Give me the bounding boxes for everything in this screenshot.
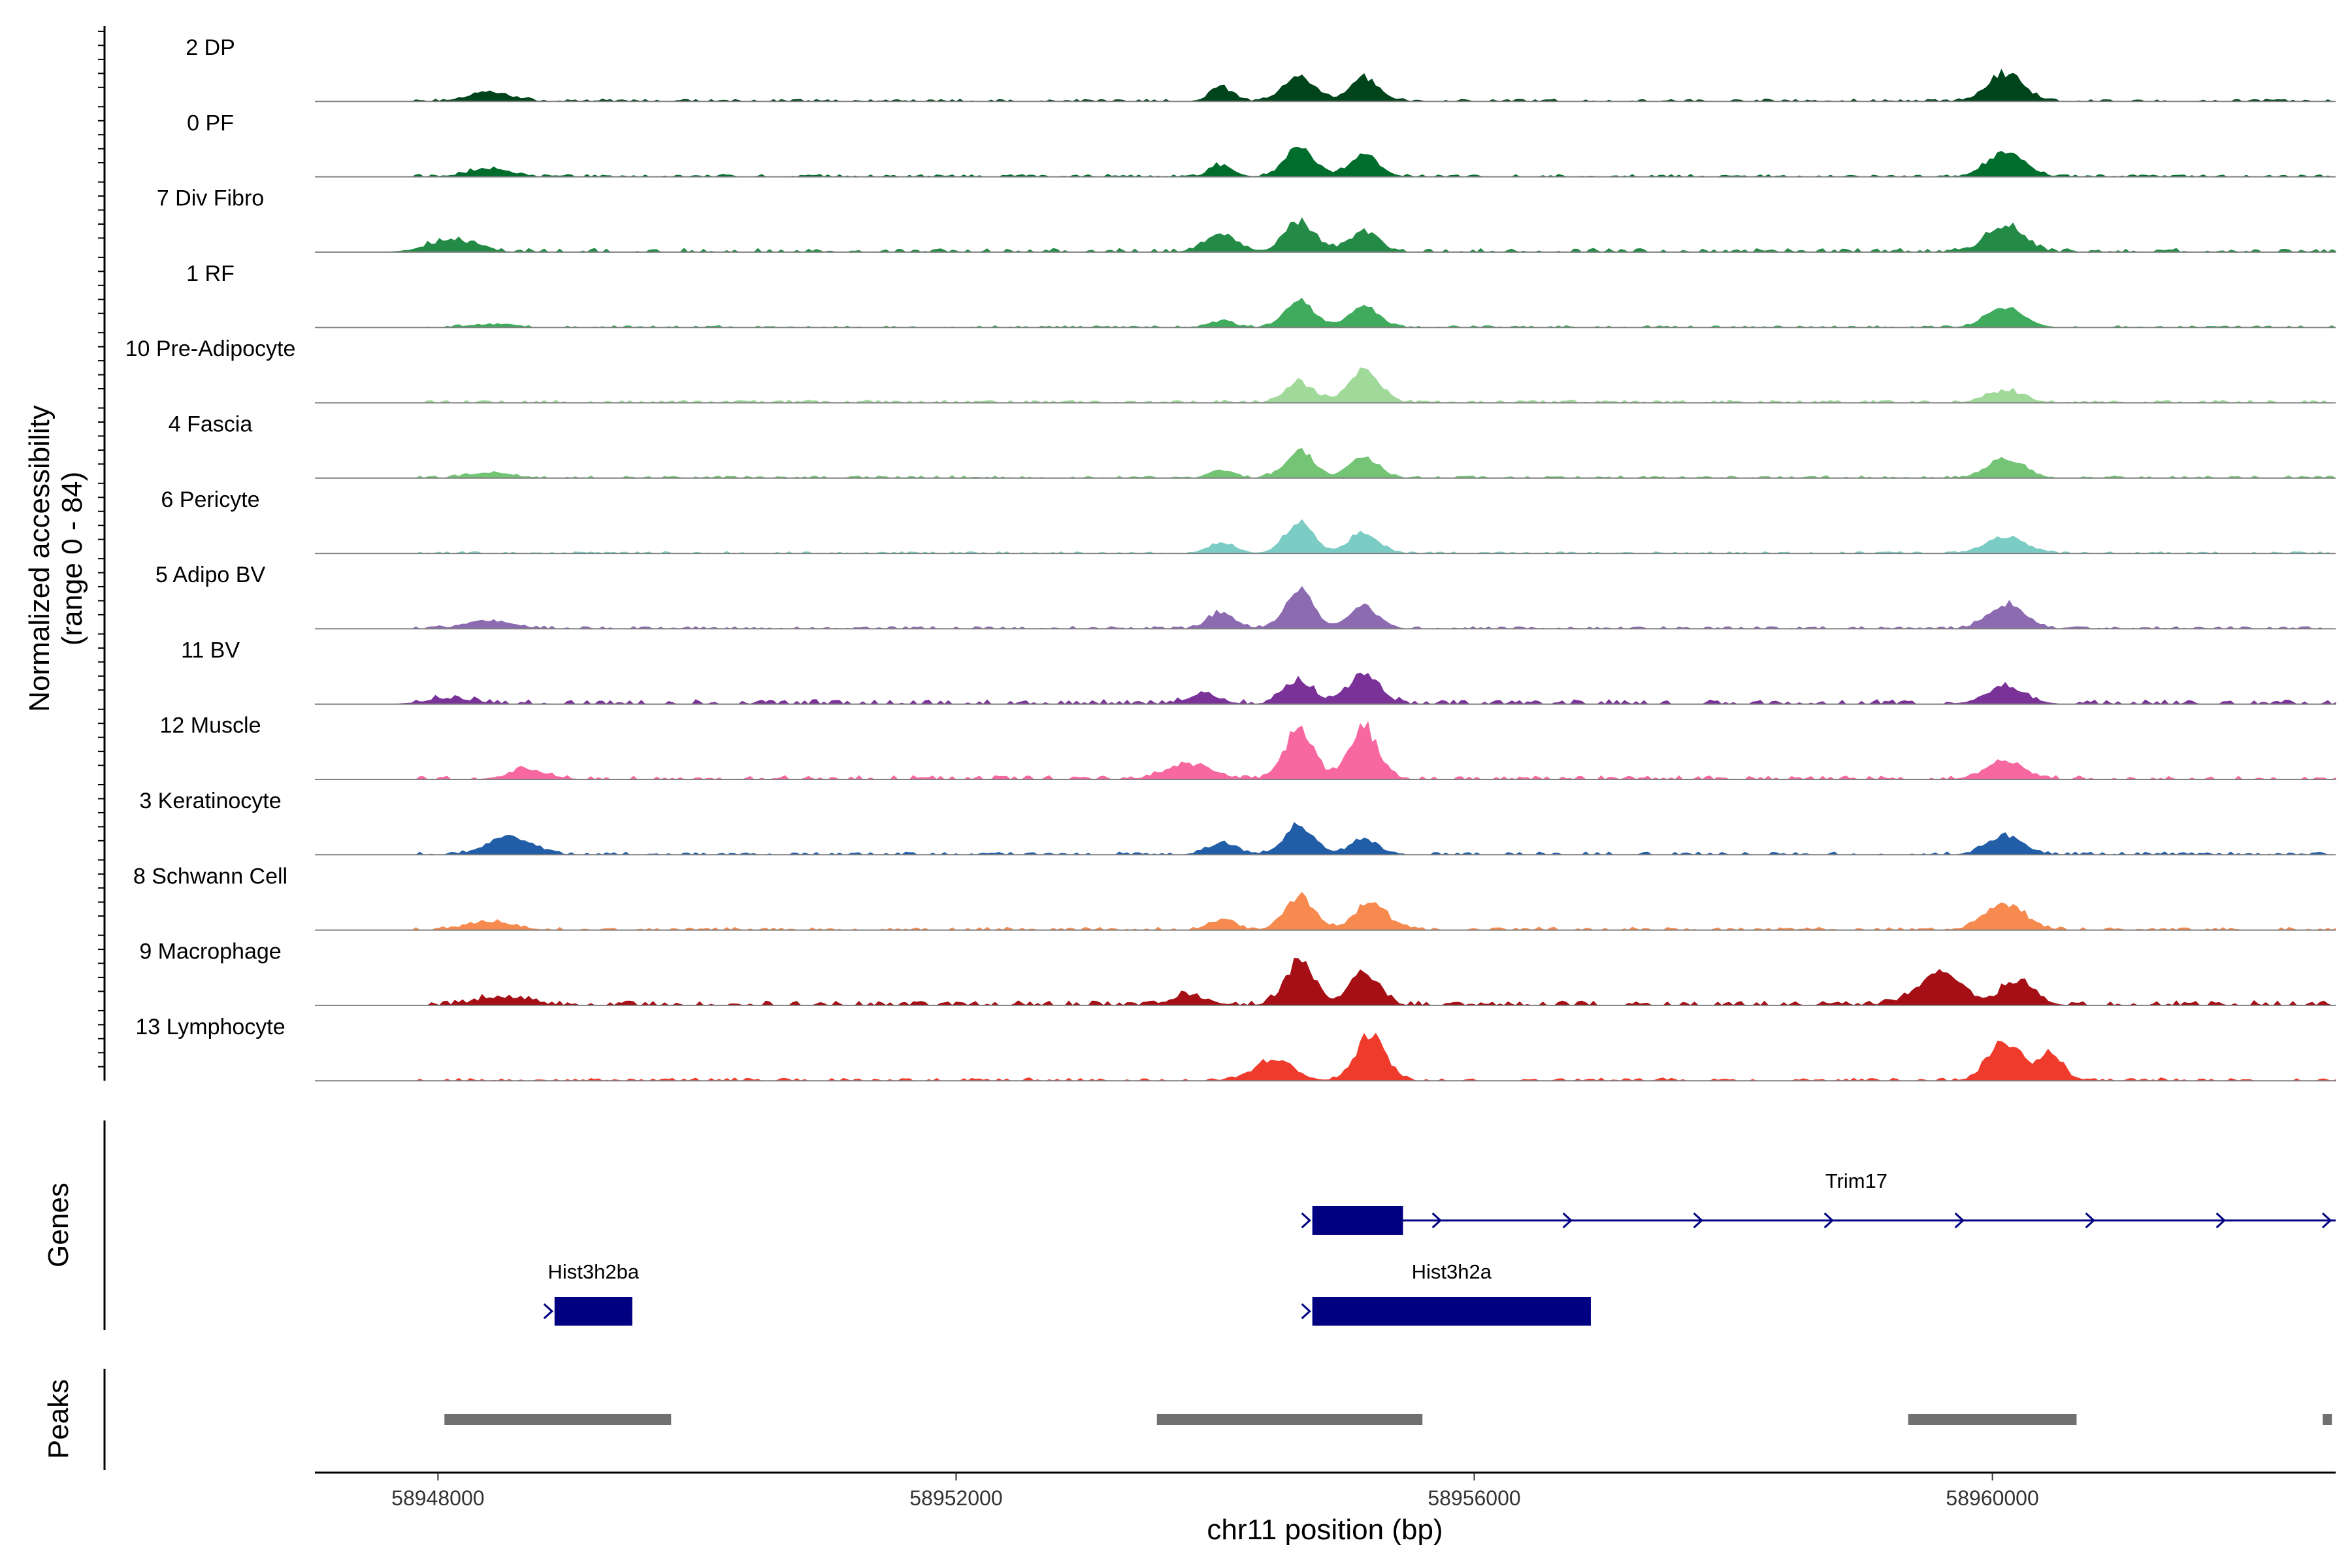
track-5: 10 Pre-Adipocyte [125, 336, 2336, 404]
strand-arrow [2321, 1212, 2332, 1229]
track-label: 8 Schwann Cell [133, 864, 287, 889]
coverage-area [315, 448, 2336, 479]
x-tick-label: 58960000 [1946, 1486, 2038, 1510]
track-10: 12 Muscle [160, 713, 2336, 780]
strand-arrow [1823, 1212, 1834, 1229]
x-axis: 58948000 58952000 58956000 58960000 [315, 1471, 2336, 1510]
track-4: 1 RF [186, 261, 2336, 329]
strand-arrow [543, 1303, 554, 1320]
coverage-area [315, 217, 2336, 253]
gene-trim17: Trim17 [1301, 1169, 2336, 1235]
track-label: 12 Muscle [160, 713, 261, 738]
peak-region [2323, 1414, 2332, 1425]
coverage-area [315, 1032, 2336, 1081]
strand-arrow [1301, 1212, 1311, 1229]
strand-arrow [1693, 1212, 1703, 1229]
track-label: 1 RF [186, 261, 235, 286]
coverage-area [315, 672, 2336, 705]
coverage-area [315, 822, 2336, 855]
peak-region [1156, 1414, 1423, 1425]
track-label: 4 Fascia [169, 412, 253, 437]
strand-arrow [1301, 1303, 1311, 1320]
gene-exon [1312, 1297, 1591, 1326]
gene-hist3h2a: Hist3h2a [1301, 1260, 1591, 1326]
track-11: 3 Keratinocyte [139, 789, 2336, 856]
y-axis-title-line2: (range 0 - 84) [56, 472, 88, 646]
coverage-area [315, 721, 2336, 780]
track-1: 2 DP [186, 35, 2336, 103]
track-label: 6 Pericyte [161, 487, 259, 512]
x-tick-label: 58952000 [909, 1486, 1002, 1510]
coverage-tracks: 2 DP 0 PF 7 Div Fibro 1 RF 10 Pre-Adipocyte 4… [125, 35, 2336, 1082]
gene-label: Trim17 [1825, 1169, 1887, 1192]
track-8: 5 Adipo BV [155, 563, 2336, 630]
gene-exon [1312, 1206, 1403, 1235]
genes-panel: Genes Trim17 Hist3h2ba Hist3h2a [42, 1120, 2336, 1330]
track-6: 4 Fascia [169, 412, 2336, 479]
track-label: 13 Lymphocyte [135, 1015, 285, 1039]
track-label: 2 DP [186, 35, 235, 60]
track-label: 9 Macrophage [139, 939, 281, 964]
coverage-area [315, 519, 2336, 554]
track-14: 13 Lymphocyte [135, 1015, 2336, 1082]
strand-arrow [1562, 1212, 1573, 1229]
coverage-area [315, 585, 2336, 630]
strand-arrow [1431, 1212, 1442, 1229]
gene-label: Hist3h2a [1412, 1260, 1492, 1283]
gene-label: Hist3h2ba [547, 1260, 639, 1283]
y-axis-title-line1: Normalized accessibility [24, 405, 56, 711]
track-13: 9 Macrophage [139, 939, 2336, 1006]
coverage-area [315, 146, 2336, 178]
track-9: 11 BV [181, 638, 2336, 705]
x-axis-title: chr11 position (bp) [1207, 1514, 1443, 1546]
track-2: 0 PF [187, 110, 2336, 178]
coverage-area [315, 957, 2336, 1006]
track-label: 10 Pre-Adipocyte [125, 336, 296, 361]
track-label: 3 Keratinocyte [139, 789, 281, 813]
gene-exon [554, 1297, 632, 1326]
peaks-panel-title: Peaks [42, 1379, 74, 1459]
coverage-area [315, 297, 2336, 328]
peaks-panel: Peaks [42, 1369, 2332, 1470]
genes-panel-title: Genes [42, 1183, 74, 1267]
coverage-y-axis [98, 26, 106, 1081]
coverage-area [315, 892, 2336, 931]
x-tick-label: 58948000 [391, 1486, 484, 1510]
strand-arrow [1954, 1212, 1965, 1229]
coverage-area [315, 367, 2336, 404]
strand-arrow [2215, 1212, 2226, 1229]
track-label: 5 Adipo BV [155, 563, 266, 587]
track-label: 7 Div Fibro [157, 186, 264, 211]
strand-arrow [2085, 1212, 2095, 1229]
track-12: 8 Schwann Cell [133, 864, 2336, 931]
track-7: 6 Pericyte [161, 487, 2336, 555]
track-label: 0 PF [187, 110, 234, 135]
peak-region [444, 1414, 672, 1425]
track-3: 7 Div Fibro [157, 186, 2336, 253]
peak-region [1908, 1414, 2077, 1425]
gene-hist3h2ba: Hist3h2ba [543, 1260, 640, 1326]
coverage-area [315, 69, 2336, 102]
track-label: 11 BV [181, 638, 240, 662]
x-tick-label: 58956000 [1428, 1486, 1520, 1510]
